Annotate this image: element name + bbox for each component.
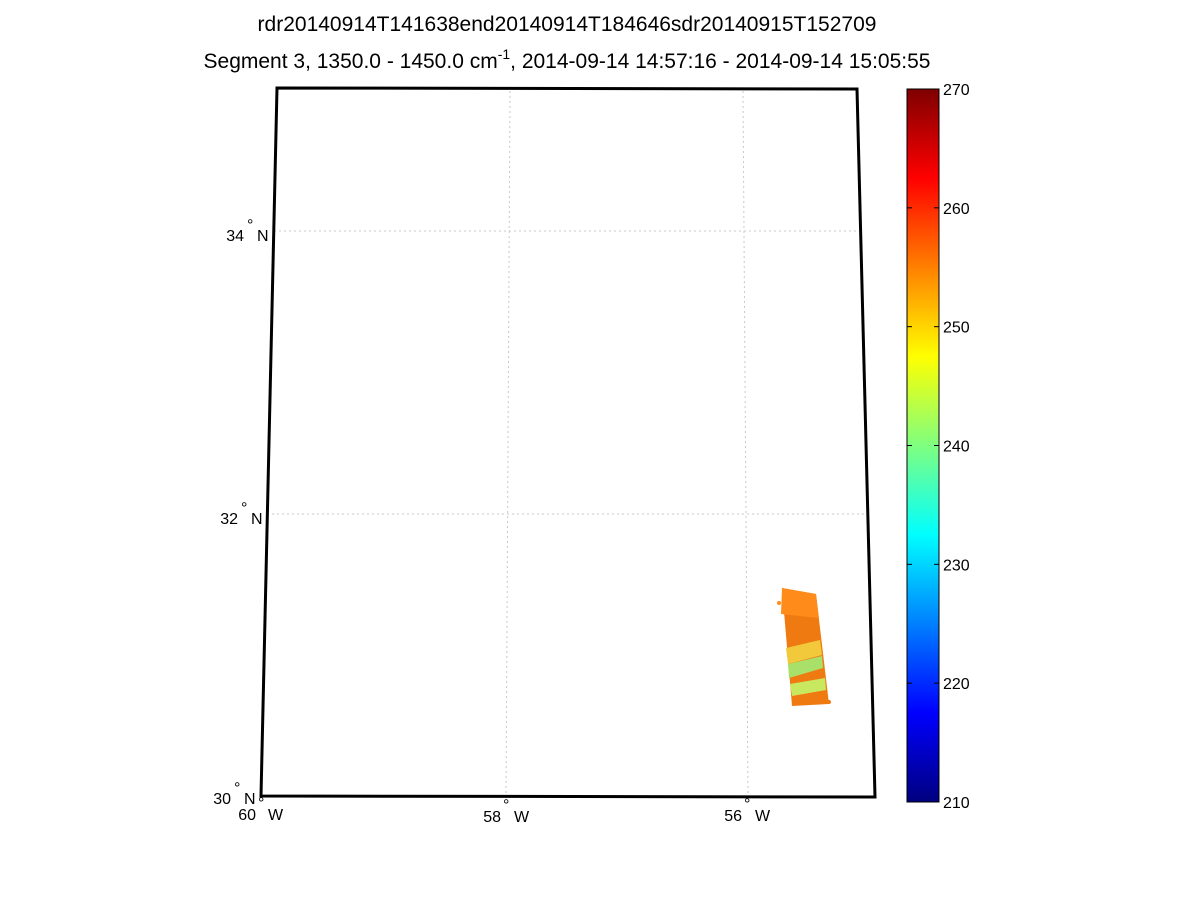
lat-label-30-hemi: N xyxy=(244,791,256,808)
map-frame xyxy=(259,86,877,799)
meridian-56w xyxy=(742,90,749,801)
lat-label-32-hemi: N xyxy=(251,511,263,528)
lat-label-34n: 34 ° N xyxy=(226,217,268,245)
title-line-2-prefix: Segment 3, 1350.0 - 1450.0 cm xyxy=(204,50,498,73)
lon-label-58w: 58 ° W xyxy=(483,797,530,826)
longitude-labels: 60 ° W 58 ° W 56 ° W xyxy=(238,795,771,826)
lon-label-58-hemi: W xyxy=(514,809,530,826)
colorbar: 270 260 250 240 230 220 210 xyxy=(906,82,970,812)
degree-symbol: ° xyxy=(258,795,264,812)
degree-symbol: ° xyxy=(503,797,509,814)
graticule xyxy=(267,90,866,801)
lat-label-30-deg: 30 xyxy=(213,791,231,808)
degree-symbol: ° xyxy=(744,796,750,813)
lon-label-56-deg: 56 xyxy=(724,808,742,825)
colorbar-tick-label: 270 xyxy=(943,82,970,99)
title-line-2: Segment 3, 1350.0 - 1450.0 cm-1, 2014-09… xyxy=(204,46,931,73)
colorbar-ticks: 270 260 250 240 230 220 210 xyxy=(907,82,970,812)
swath-band-yellow xyxy=(786,640,822,664)
lat-label-32n: 32 ° N xyxy=(220,500,262,528)
title-line-2-suffix: , 2014-09-14 14:57:16 - 2014-09-14 15:05… xyxy=(510,50,930,73)
swath-band-lightgreen xyxy=(790,678,826,696)
swath-upper xyxy=(781,588,819,618)
swath-band-green xyxy=(788,656,823,678)
lon-label-58-deg: 58 xyxy=(483,809,501,826)
radiance-swath xyxy=(777,588,831,706)
lat-label-34-deg: 34 xyxy=(226,228,244,245)
colorbar-tick-label: 260 xyxy=(943,201,970,218)
title-line-2-sup: -1 xyxy=(498,46,511,62)
degree-symbol: ° xyxy=(241,500,247,517)
colorbar-tick-label: 220 xyxy=(943,676,970,693)
meridian-58w xyxy=(505,90,511,801)
lon-label-60-deg: 60 xyxy=(238,807,256,824)
swath-speck xyxy=(827,700,831,704)
colorbar-tick-label: 210 xyxy=(943,795,970,812)
degree-symbol: ° xyxy=(247,217,253,234)
title-line-1: rdr20140914T141638end20140914T184646sdr2… xyxy=(258,13,877,36)
lat-label-30n: 30 ° N xyxy=(213,780,255,808)
degree-symbol: ° xyxy=(234,780,240,797)
swath-speck xyxy=(777,601,781,605)
lon-label-60w: 60 ° W xyxy=(238,795,284,824)
latitude-labels: 34 ° N 32 ° N 30 ° N xyxy=(213,217,268,808)
lat-label-34-hemi: N xyxy=(257,228,269,245)
lon-label-56w: 56 ° W xyxy=(724,796,771,825)
colorbar-tick-label: 230 xyxy=(943,557,970,574)
colorbar-tick-label: 240 xyxy=(943,439,970,456)
lon-label-56-hemi: W xyxy=(755,808,771,825)
colorbar-tick-label: 250 xyxy=(943,320,970,337)
lat-label-32-deg: 32 xyxy=(220,511,238,528)
lon-label-60-hemi: W xyxy=(268,807,284,824)
